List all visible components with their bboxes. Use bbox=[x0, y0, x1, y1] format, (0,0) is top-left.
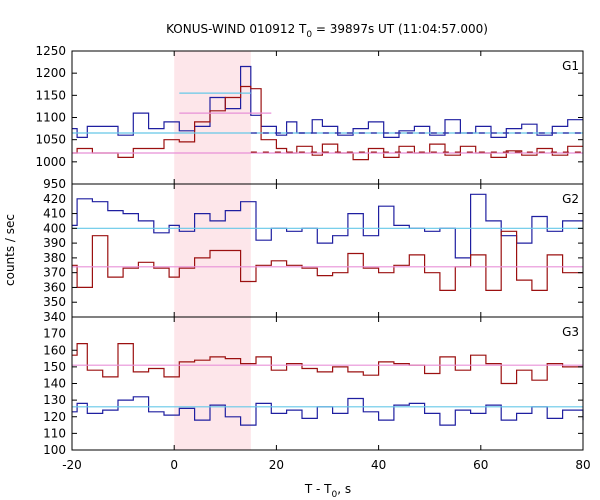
x-axis-label: T - T0, s bbox=[304, 482, 351, 500]
panel-g1-ytick-label: 1050 bbox=[35, 133, 66, 147]
x-axis-label-prefix: T - T bbox=[304, 482, 332, 496]
panel-g1-ytick-label: 1200 bbox=[35, 66, 66, 80]
xtick-label: 60 bbox=[473, 458, 488, 472]
panel-g3-ytick-label: 150 bbox=[43, 360, 66, 374]
panel-g2-ytick-label: 380 bbox=[43, 251, 66, 265]
panel-g1-series-1-dark_red bbox=[72, 85, 583, 161]
xtick-label: 20 bbox=[269, 458, 284, 472]
panel-g2-ytick-label: 360 bbox=[43, 280, 66, 294]
x-axis-label-subscript: 0 bbox=[332, 490, 338, 500]
panel-g2-label: G2 bbox=[562, 192, 579, 206]
panel-g3-label: G3 bbox=[562, 325, 579, 339]
panel-g2-ytick-label: 390 bbox=[43, 236, 66, 250]
panel-g1-ytick-label: 1150 bbox=[35, 88, 66, 102]
panel-g2-ytick-label: 420 bbox=[43, 192, 66, 206]
panel-g3-series-1-dark_blue bbox=[72, 396, 584, 426]
panel-g3-series-0-dark_red bbox=[72, 343, 583, 385]
panel-g3-ytick-label: 110 bbox=[43, 426, 66, 440]
panel-g1-label: G1 bbox=[562, 59, 579, 73]
panel-g2-series-1-dark_red bbox=[72, 230, 583, 291]
panel-g2-ytick-label: 350 bbox=[43, 295, 66, 309]
panel-g3-ytick-label: 120 bbox=[43, 410, 66, 424]
xtick-label: -20 bbox=[62, 458, 82, 472]
chart-title-subscript: 0 bbox=[306, 30, 312, 40]
panel-g2-ytick-label: 400 bbox=[43, 221, 66, 235]
chart-title-prefix: KONUS-WIND 010912 T bbox=[166, 22, 307, 36]
panel-g3-frame bbox=[71, 316, 584, 451]
panel-g1-ytick-label: 950 bbox=[43, 177, 66, 191]
panel-g1-ytick-label: 1000 bbox=[35, 155, 66, 169]
chart-title-suffix: = 39897s UT (11:04:57.000) bbox=[312, 22, 488, 36]
panel-g3-ytick-label: 140 bbox=[43, 377, 66, 391]
panel-g1-ytick-label: 1100 bbox=[35, 111, 66, 125]
panel-g2-series-0-dark_blue bbox=[72, 193, 583, 259]
panel-g1-series-0-dark_blue bbox=[72, 65, 583, 138]
xtick-label: 0 bbox=[170, 458, 178, 472]
panel-g3-ytick-label: 100 bbox=[43, 443, 66, 457]
x-axis-label-suffix: , s bbox=[337, 482, 351, 496]
panel-g1-ytick-label: 1250 bbox=[35, 44, 66, 58]
panel-g2-frame bbox=[71, 183, 584, 318]
panel-g3-ytick-label: 170 bbox=[43, 327, 66, 341]
xtick-label: 80 bbox=[575, 458, 590, 472]
panel-g2-ytick-label: 410 bbox=[43, 207, 66, 221]
panel-g3-ytick-label: 130 bbox=[43, 393, 66, 407]
chart-title: KONUS-WIND 010912 T0 = 39897s UT (11:04:… bbox=[166, 22, 488, 40]
xtick-label: 40 bbox=[371, 458, 386, 472]
y-axis-label: counts / sec bbox=[3, 214, 17, 286]
plot-area: 950100010501100115012001250G134035036037… bbox=[35, 44, 590, 472]
panel-g3-ytick-label: 160 bbox=[43, 343, 66, 357]
panel-g2-ytick-label: 370 bbox=[43, 266, 66, 280]
panel-g2-ytick-label: 340 bbox=[43, 310, 66, 324]
